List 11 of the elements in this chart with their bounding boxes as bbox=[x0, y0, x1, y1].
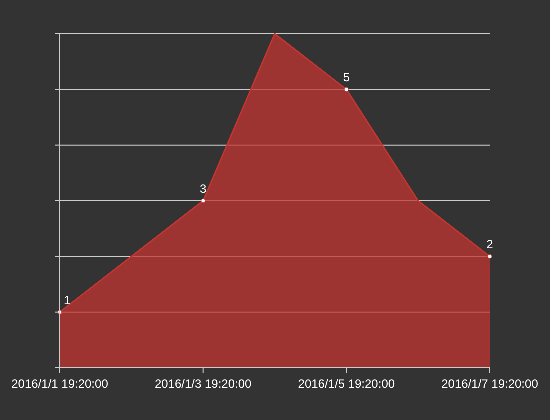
x-tick-label: 2016/1/1 19:20:00 bbox=[12, 377, 109, 391]
point bbox=[488, 254, 492, 259]
data-label: 2 bbox=[486, 238, 494, 252]
point bbox=[344, 87, 349, 92]
data-label: 1 bbox=[64, 293, 71, 308]
x-tick-label: 2016/1/3 19:20:00 bbox=[154, 377, 252, 391]
data-label: 3 bbox=[200, 182, 207, 196]
x-tick-label: 2016/1/5 19:20:00 bbox=[298, 377, 396, 391]
data-label: 5 bbox=[343, 70, 350, 85]
x-tick-label: 2016/1/7 19:20:00 bbox=[442, 377, 539, 391]
point bbox=[201, 198, 206, 204]
